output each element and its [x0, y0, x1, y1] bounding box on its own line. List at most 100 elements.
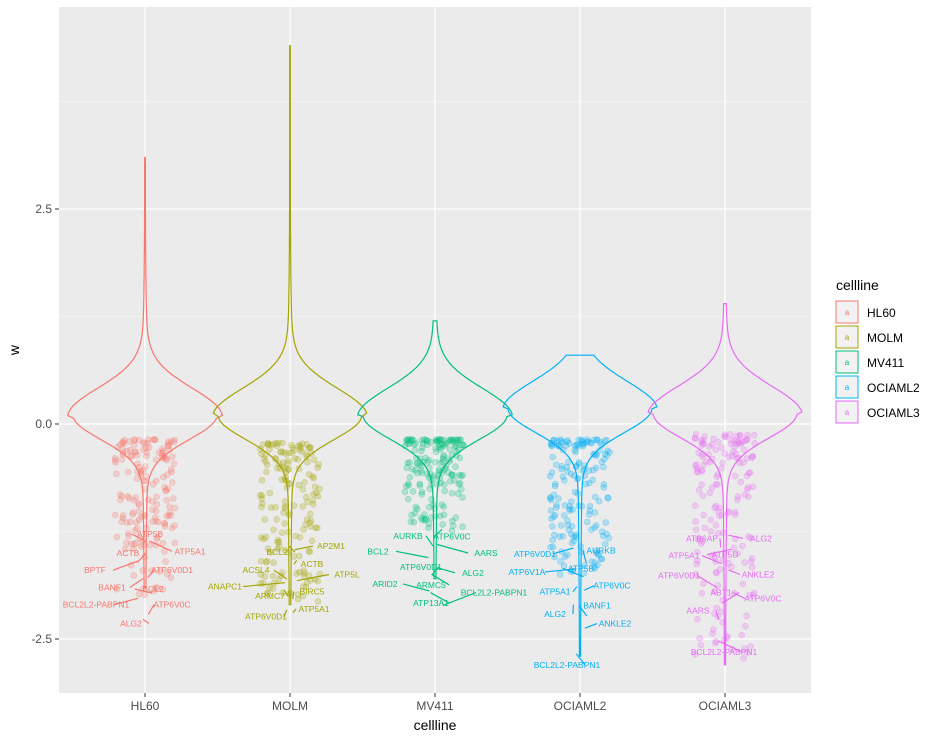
gene-label: ATP6V0C: [593, 581, 630, 591]
data-point: [133, 519, 140, 526]
data-point: [564, 517, 571, 524]
gene-label: BCL2: [367, 546, 389, 556]
data-point: [446, 477, 454, 485]
data-point: [697, 540, 705, 547]
data-point: [264, 441, 272, 448]
label-segment: [147, 604, 155, 615]
data-point: [691, 502, 699, 510]
legend-label: MV411: [867, 356, 904, 370]
gene-label: ATP6V0C: [153, 600, 190, 610]
gene-label: ATP5D: [712, 550, 739, 560]
data-point: [267, 441, 275, 449]
data-point: [555, 495, 562, 502]
data-point: [259, 500, 266, 508]
data-point: [281, 546, 289, 554]
data-point: [137, 467, 145, 475]
x-axis-title: cellline: [414, 717, 457, 733]
data-point: [714, 507, 722, 515]
data-point: [162, 487, 170, 495]
gene-label: ATP6V0D1: [514, 549, 556, 559]
data-point: [570, 533, 578, 540]
data-point: [166, 509, 174, 517]
data-point: [309, 496, 317, 504]
data-point: [302, 521, 310, 528]
data-point: [284, 457, 292, 464]
data-point: [302, 493, 310, 501]
data-point: [454, 437, 462, 444]
gene-label: ATP5A1: [174, 546, 205, 556]
data-point: [454, 490, 462, 497]
data-point: [112, 459, 119, 466]
data-point: [721, 431, 729, 439]
legend: cellline a HL60 a MOLM a MV411 a OCIAML2 a OCIAML…: [835, 277, 920, 424]
data-point: [118, 456, 126, 463]
data-point: [418, 491, 426, 498]
data-point: [723, 634, 731, 641]
data-point: [698, 468, 706, 475]
data-point: [728, 563, 735, 571]
data-point: [448, 489, 456, 497]
data-point: [580, 466, 588, 473]
data-point: [430, 475, 438, 482]
label-segment: [718, 640, 743, 653]
data-point: [166, 503, 173, 511]
data-point: [303, 453, 311, 461]
data-point: [409, 488, 417, 495]
data-point: [135, 516, 143, 524]
label-segment: [273, 569, 288, 580]
label-segment: [292, 608, 297, 614]
data-point: [440, 511, 448, 519]
data-point: [574, 475, 581, 483]
data-point: [438, 469, 446, 477]
data-point: [295, 552, 303, 560]
data-point: [456, 436, 464, 444]
data-point: [567, 470, 575, 478]
data-point: [581, 462, 588, 470]
data-point: [742, 437, 749, 445]
data-point: [119, 444, 126, 452]
data-point: [404, 436, 412, 443]
data-point: [143, 452, 150, 460]
data-point: [307, 517, 315, 524]
data-point: [727, 440, 735, 448]
data-point: [575, 442, 583, 450]
data-point: [571, 446, 579, 454]
y-axis: -2.5 0.0 2.5: [31, 202, 59, 646]
data-point: [130, 441, 138, 449]
data-point: [425, 464, 433, 472]
data-point: [557, 436, 564, 443]
data-point: [140, 446, 147, 453]
data-point: [568, 522, 576, 530]
data-point: [168, 524, 176, 532]
legend-key-glyph: a: [845, 333, 850, 342]
data-point: [564, 468, 571, 475]
data-point: [560, 512, 568, 519]
data-point: [133, 451, 141, 459]
jitter-points: [112, 430, 759, 662]
gene-label: ANAPC1: [208, 582, 242, 592]
data-point: [167, 438, 175, 445]
data-point: [149, 498, 156, 505]
data-point: [725, 508, 733, 516]
data-point: [141, 440, 148, 447]
data-point: [404, 440, 411, 447]
data-point: [130, 509, 137, 516]
data-point: [566, 505, 574, 513]
data-point: [743, 612, 750, 620]
legend-key-OCIAML2: [835, 375, 859, 399]
data-point: [169, 453, 176, 461]
data-point: [290, 447, 298, 454]
data-point: [412, 440, 419, 447]
data-point: [281, 476, 289, 484]
gene-label: AARS: [474, 548, 497, 558]
data-point: [161, 520, 168, 527]
data-point: [572, 448, 580, 456]
data-point: [161, 484, 168, 491]
data-point: [598, 458, 606, 466]
gene-label: BCL2L2-PABPN1: [534, 660, 601, 670]
data-point: [720, 636, 728, 644]
data-point: [691, 434, 699, 442]
data-point: [440, 481, 448, 488]
data-point: [737, 440, 745, 448]
data-point: [743, 455, 751, 462]
